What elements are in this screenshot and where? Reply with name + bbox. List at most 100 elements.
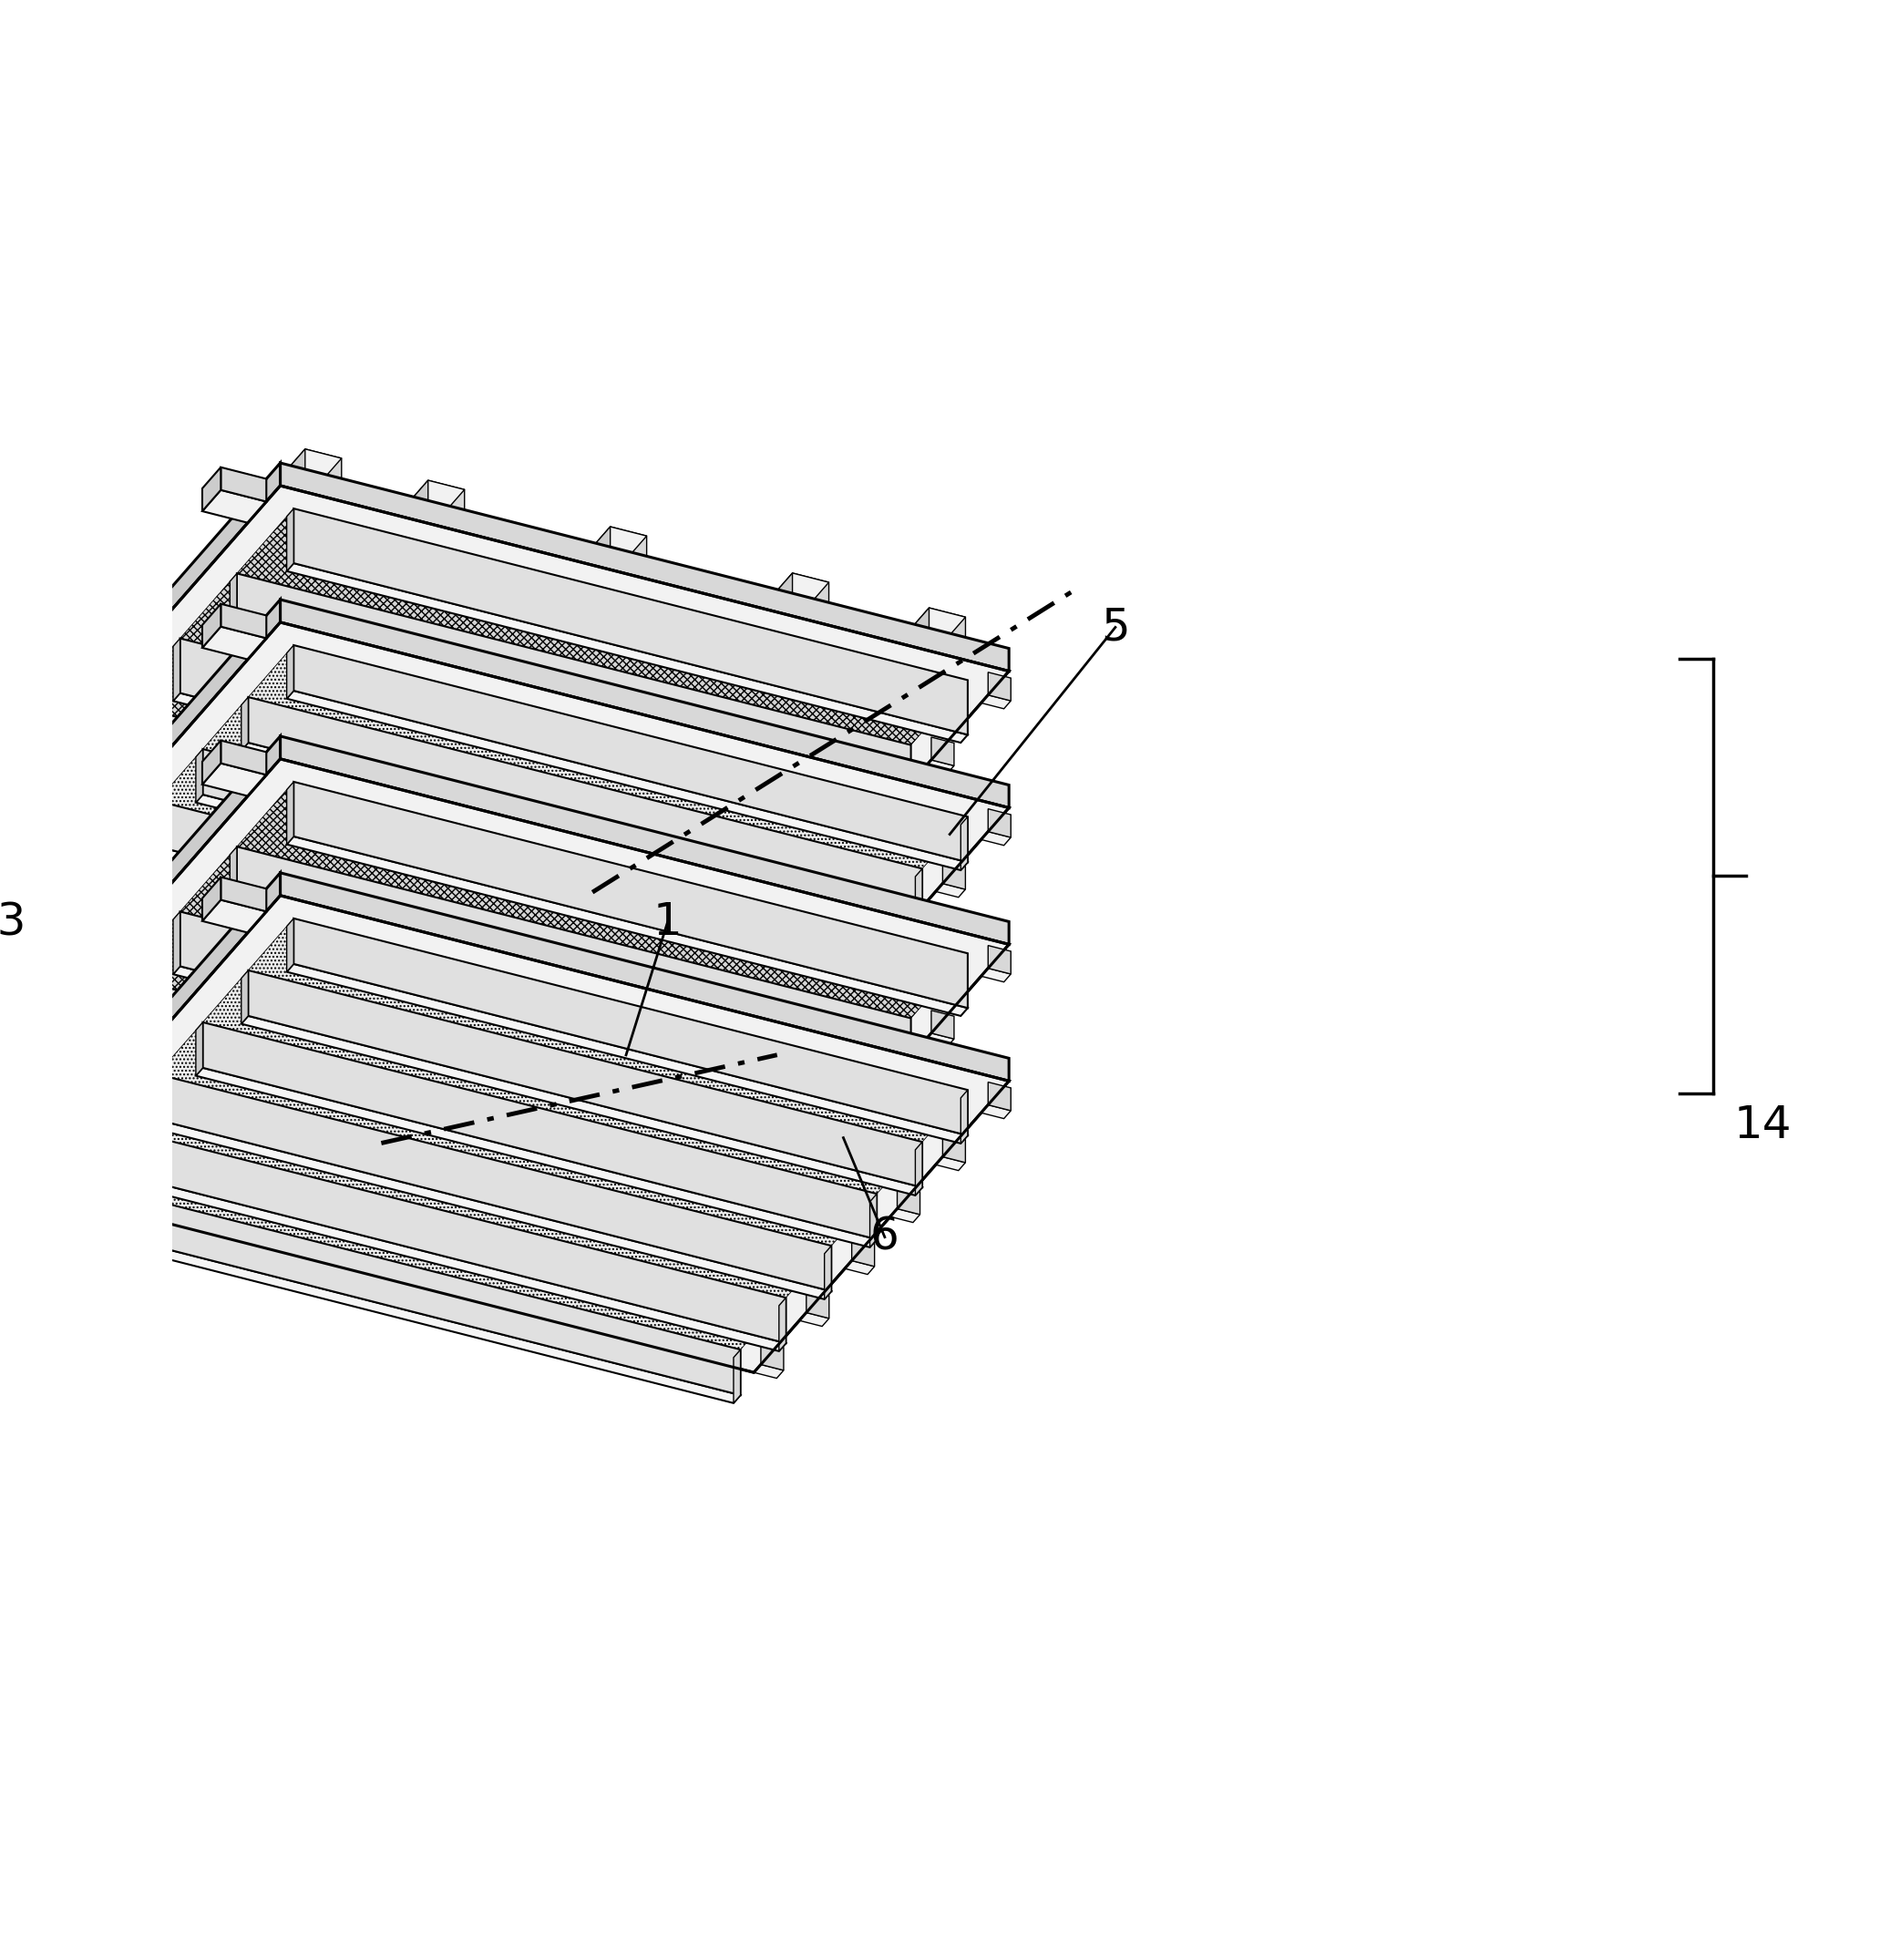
Polygon shape: [66, 860, 779, 1076]
Polygon shape: [293, 645, 968, 862]
Polygon shape: [875, 1076, 898, 1103]
Polygon shape: [762, 931, 784, 960]
Polygon shape: [112, 1127, 786, 1343]
Polygon shape: [898, 913, 920, 941]
Polygon shape: [123, 647, 847, 874]
Polygon shape: [66, 906, 741, 1121]
Polygon shape: [202, 876, 221, 921]
Polygon shape: [898, 1186, 920, 1215]
Polygon shape: [943, 1135, 966, 1162]
Polygon shape: [287, 449, 342, 480]
Polygon shape: [123, 704, 798, 929]
Polygon shape: [930, 608, 966, 653]
Polygon shape: [304, 449, 342, 494]
Polygon shape: [401, 764, 438, 811]
Polygon shape: [157, 1031, 869, 1247]
Polygon shape: [236, 790, 960, 1019]
Polygon shape: [762, 1343, 784, 1370]
Polygon shape: [106, 1172, 786, 1350]
Polygon shape: [25, 896, 1009, 1372]
Polygon shape: [565, 811, 620, 843]
Text: 14: 14: [1733, 1103, 1792, 1147]
Polygon shape: [117, 759, 798, 937]
Polygon shape: [280, 600, 1009, 808]
Polygon shape: [59, 768, 66, 831]
Polygon shape: [915, 1143, 922, 1196]
Polygon shape: [807, 1290, 830, 1319]
Polygon shape: [117, 976, 123, 1039]
Polygon shape: [890, 1209, 920, 1223]
Polygon shape: [754, 1092, 784, 1105]
Polygon shape: [174, 966, 854, 1147]
Polygon shape: [911, 608, 930, 666]
Polygon shape: [988, 1082, 1011, 1111]
Polygon shape: [845, 1260, 875, 1274]
Polygon shape: [202, 490, 266, 523]
Polygon shape: [287, 645, 293, 698]
Polygon shape: [610, 527, 646, 572]
Polygon shape: [112, 853, 786, 1070]
Polygon shape: [174, 639, 180, 702]
Polygon shape: [59, 1178, 66, 1231]
Polygon shape: [151, 847, 832, 1025]
Polygon shape: [818, 866, 841, 896]
Polygon shape: [287, 690, 968, 870]
Polygon shape: [915, 868, 922, 921]
Polygon shape: [157, 757, 869, 972]
Polygon shape: [943, 860, 966, 890]
Polygon shape: [792, 572, 830, 619]
Polygon shape: [180, 582, 903, 809]
Polygon shape: [242, 1015, 922, 1196]
Polygon shape: [77, 688, 132, 717]
Polygon shape: [427, 480, 465, 525]
Polygon shape: [202, 627, 266, 659]
Text: 5: 5: [1100, 606, 1130, 649]
Polygon shape: [106, 853, 112, 906]
Polygon shape: [59, 823, 741, 1002]
Polygon shape: [202, 741, 221, 784]
Polygon shape: [221, 876, 266, 911]
Polygon shape: [157, 1074, 832, 1292]
Polygon shape: [869, 921, 877, 974]
Polygon shape: [197, 794, 877, 974]
Polygon shape: [287, 449, 304, 506]
Polygon shape: [287, 782, 293, 845]
Polygon shape: [811, 890, 841, 904]
Polygon shape: [287, 837, 968, 1015]
Polygon shape: [202, 706, 915, 921]
Polygon shape: [151, 802, 157, 855]
Polygon shape: [112, 809, 824, 1025]
Polygon shape: [280, 872, 1009, 1082]
Polygon shape: [248, 970, 922, 1188]
Polygon shape: [868, 825, 898, 839]
Polygon shape: [66, 1135, 779, 1350]
Polygon shape: [280, 463, 1009, 670]
Polygon shape: [818, 1141, 841, 1168]
Polygon shape: [59, 1096, 741, 1276]
Polygon shape: [123, 919, 847, 1149]
Polygon shape: [932, 1011, 954, 1039]
Polygon shape: [852, 964, 875, 994]
Polygon shape: [773, 572, 792, 631]
Polygon shape: [151, 1119, 832, 1299]
Polygon shape: [123, 976, 798, 1203]
Polygon shape: [981, 968, 1011, 982]
Polygon shape: [988, 672, 1011, 702]
Polygon shape: [202, 762, 266, 796]
Text: 6: 6: [869, 1215, 900, 1258]
Polygon shape: [799, 1039, 830, 1053]
Polygon shape: [59, 1041, 66, 1103]
Polygon shape: [202, 900, 266, 933]
Polygon shape: [25, 600, 280, 913]
Polygon shape: [779, 1298, 786, 1350]
Polygon shape: [875, 802, 898, 831]
Polygon shape: [890, 935, 920, 949]
Polygon shape: [25, 759, 1009, 1237]
Polygon shape: [410, 480, 465, 512]
Polygon shape: [219, 719, 255, 764]
Polygon shape: [197, 749, 202, 802]
Polygon shape: [117, 704, 123, 766]
Polygon shape: [762, 1068, 784, 1098]
Polygon shape: [911, 608, 966, 639]
Polygon shape: [66, 711, 790, 939]
